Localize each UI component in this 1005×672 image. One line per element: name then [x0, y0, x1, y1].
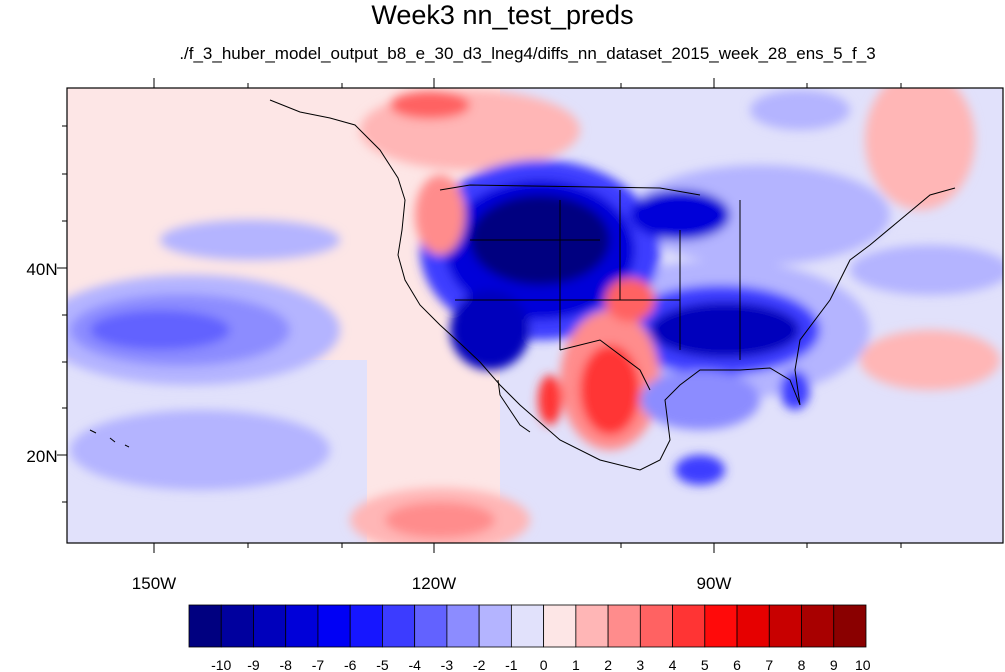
colorbar-label: 10	[855, 657, 871, 672]
lon-label-120w: 120W	[412, 574, 456, 593]
colorbar-swatch	[672, 604, 706, 648]
lat-label-20n: 20N	[26, 447, 57, 466]
colorbar-label: -10	[211, 657, 231, 672]
colorbar: -10 -9 -8 -7 -6 -5 -4 -3 -2 -1 0 1 2 3 4 5 6 7 8 9 10	[188, 604, 871, 672]
colorbar-swatch	[704, 604, 738, 648]
colorbar-label: -1	[505, 657, 518, 672]
colorbar-swatch	[543, 604, 577, 648]
coastlines	[89, 99, 956, 471]
lat-label-40n: 40N	[26, 260, 57, 279]
colorbar-swatch	[575, 604, 609, 648]
map-title: Week3 nn_test_preds	[371, 0, 634, 30]
colorbar-swatch	[510, 604, 545, 648]
colorbar-swatch	[285, 604, 319, 648]
colorbar-swatch	[446, 604, 480, 648]
colorbar-label: -9	[247, 657, 260, 672]
colorbar-swatch	[736, 604, 770, 648]
colorbar-label: 5	[701, 657, 709, 672]
colorbar-swatch	[349, 604, 383, 648]
colorbar-label: 4	[669, 657, 677, 672]
colorbar-label: 8	[798, 657, 806, 672]
colorbar-swatch	[833, 604, 867, 648]
colorbar-label: -7	[312, 657, 325, 672]
colorbar-swatch	[607, 604, 641, 648]
colorbar-label: 9	[830, 657, 838, 672]
colorbar-label: -2	[473, 657, 486, 672]
colorbar-label: -6	[344, 657, 357, 672]
colorbar-label: 1	[572, 657, 580, 672]
colorbar-label: 6	[733, 657, 741, 672]
colorbar-swatch	[253, 604, 287, 648]
colorbar-swatch	[188, 604, 222, 648]
colorbar-swatch	[317, 604, 351, 648]
colorbar-label: 2	[604, 657, 612, 672]
colorbar-swatch	[639, 604, 673, 648]
colorbar-label: 0	[540, 657, 548, 672]
lon-label-150w: 150W	[132, 574, 176, 593]
colorbar-swatch	[768, 604, 802, 648]
colorbar-swatch	[478, 604, 512, 648]
colorbar-swatch	[220, 604, 254, 648]
map-subtitle: ./f_3_huber_model_output_b8_e_30_d3_lneg…	[179, 44, 876, 63]
colorbar-label: -4	[408, 657, 421, 672]
colorbar-swatch	[801, 604, 835, 648]
lon-label-90w: 90W	[697, 574, 732, 593]
colorbar-label: -5	[376, 657, 389, 672]
colorbar-label: 3	[636, 657, 644, 672]
colorbar-label: -3	[441, 657, 454, 672]
colorbar-label: -8	[279, 657, 292, 672]
anomaly-field	[67, 88, 1003, 543]
colorbar-swatch	[382, 604, 416, 648]
colorbar-label: 7	[765, 657, 773, 672]
colorbar-swatch	[414, 604, 448, 648]
